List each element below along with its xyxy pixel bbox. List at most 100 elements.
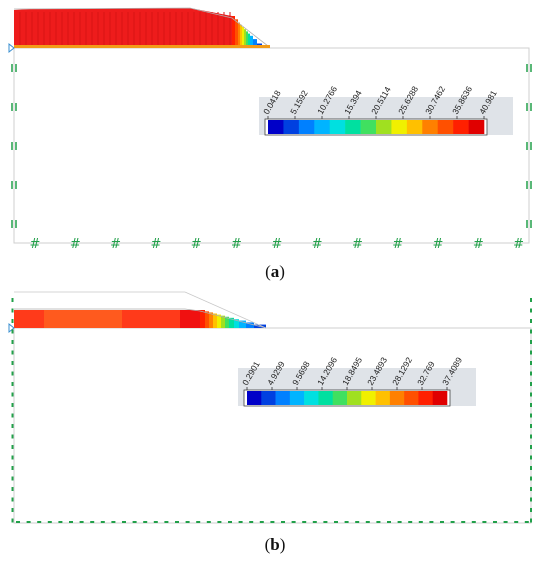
support-marker [11, 487, 14, 491]
panel-a: # # # # # # # # # # # # # 0.0418 5.1592 10.2766 15.394 2… [0, 0, 550, 260]
support-marker [11, 445, 14, 449]
legend-color-cell [376, 120, 392, 134]
support-marker [530, 487, 532, 491]
legend-color-cell [360, 120, 377, 134]
support-marker [37, 521, 42, 523]
caption-a: (a) [265, 262, 285, 281]
legend-color-cell [304, 391, 319, 405]
support-marker [530, 403, 532, 407]
support-marker [122, 521, 126, 523]
support-marker [11, 497, 14, 502]
support-marker [530, 308, 532, 313]
pin-support-icon [8, 42, 15, 54]
embankment-high-value-region [14, 8, 236, 46]
caption-b-letter: b [270, 535, 280, 554]
slope-contour-band [213, 313, 217, 328]
support-marker [164, 521, 169, 523]
support-marker [530, 319, 532, 323]
fixed-support-icon: # [150, 237, 161, 252]
slope-contour-band [234, 319, 239, 328]
legend-color-cell [314, 120, 331, 134]
slope-contour-band [238, 22, 240, 46]
support-marker [58, 521, 63, 523]
support-marker [312, 521, 317, 523]
legend-color-cell [247, 391, 262, 405]
slope-contour-band [244, 29, 246, 46]
support-marker [47, 521, 52, 523]
support-marker [11, 508, 14, 512]
support-marker [530, 392, 532, 397]
slope-contour-band [209, 312, 213, 328]
support-marker [429, 521, 434, 523]
legend-color-cell [332, 391, 348, 405]
legend-color-cell [453, 120, 469, 134]
support-marker [530, 329, 532, 334]
panel-a-plot: # # # # # # # # # # # # # 0.0418 5.1592 10.2766 15.394 2… [8, 7, 532, 252]
support-marker [514, 521, 519, 523]
support-marker [100, 521, 105, 523]
slope-contour-band [205, 311, 209, 328]
support-marker [11, 350, 14, 355]
slope-contour-band [221, 315, 225, 328]
panel-b-legend: 0.2901 4.9299 9.5698 14.2096 18.8495 23.4893 2… [238, 355, 476, 407]
embankment-contour-band [122, 310, 180, 328]
slope-contour-band [246, 322, 254, 328]
slope-contour-band [225, 316, 229, 328]
support-marker [206, 521, 211, 523]
domain-boundary [13, 327, 532, 524]
support-marker [217, 521, 222, 523]
support-marker [11, 382, 14, 386]
support-marker [259, 521, 264, 523]
slope-contour-band [232, 16, 235, 46]
ground-surface-layer [14, 45, 270, 48]
embankment-contour-band [44, 310, 122, 328]
legend-color-cell [261, 391, 276, 405]
slope-contour-band [235, 19, 238, 46]
slope-contour-band [250, 35, 253, 46]
support-marker [450, 521, 455, 523]
embankment-outline [13, 7, 269, 47]
support-marker [530, 476, 532, 481]
support-marker [530, 508, 532, 512]
legend-color-cell [391, 120, 408, 134]
support-marker [111, 521, 116, 523]
support-marker [344, 521, 349, 523]
support-marker [79, 521, 84, 523]
legend-color-cell [345, 120, 361, 134]
support-marker [376, 521, 381, 523]
legend-color-cell [432, 391, 448, 405]
embankment-outline [14, 308, 267, 329]
support-marker [11, 392, 14, 397]
slope-contour-band [229, 317, 234, 328]
support-marker [482, 521, 487, 523]
slope-contour-band [242, 27, 244, 46]
support-marker [11, 476, 14, 481]
support-marker [530, 445, 532, 449]
support-marker [530, 361, 532, 365]
fixed-support-icon: # [271, 237, 282, 252]
support-marker [11, 371, 14, 376]
support-marker [530, 371, 532, 376]
support-marker [11, 298, 14, 302]
support-marker [530, 455, 532, 460]
support-marker [408, 521, 413, 523]
support-marker [228, 521, 232, 523]
caption-a-letter: a [270, 262, 280, 281]
legend-color-cell [289, 391, 305, 405]
embankment-contour-band [14, 310, 44, 328]
legend-color-cell [275, 391, 291, 405]
support-marker [530, 413, 532, 418]
legend-color-cell [422, 120, 439, 134]
slope-contour-band [239, 320, 246, 328]
support-marker [355, 521, 360, 523]
legend-color-cell [283, 120, 300, 134]
support-marker [26, 521, 31, 523]
slope-contour-band [200, 310, 205, 328]
slope-contour-band [257, 43, 262, 46]
support-marker [530, 298, 532, 302]
legend-color-cell [406, 120, 423, 134]
fixed-support-icon: # [513, 237, 524, 252]
support-marker [397, 521, 402, 523]
support-marker [90, 521, 95, 523]
support-marker [418, 521, 423, 523]
